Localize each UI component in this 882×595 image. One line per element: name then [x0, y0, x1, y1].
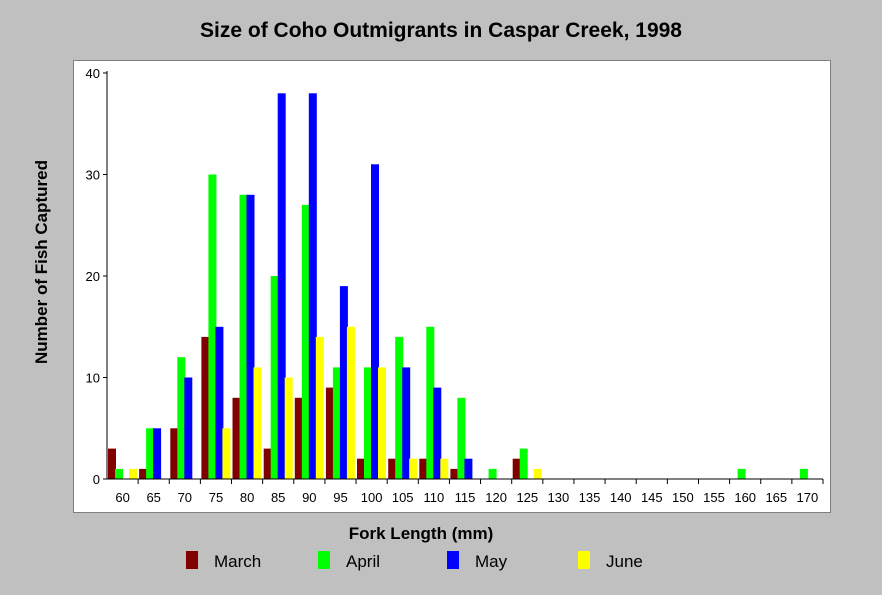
x-tick-label-60: 60: [115, 490, 129, 505]
bar-april-85: [270, 276, 279, 479]
bar-march-110: [419, 458, 428, 479]
bar-may-80: [246, 194, 255, 480]
x-tick-label-65: 65: [146, 490, 160, 505]
bar-march-65: [139, 468, 148, 480]
x-tick-label-95: 95: [333, 490, 347, 505]
y-tick-label-20: 20: [86, 269, 100, 284]
bar-may-105: [402, 367, 411, 480]
legend-label-june: June: [606, 552, 643, 571]
x-tick-label-150: 150: [672, 490, 694, 505]
x-tick-label-100: 100: [361, 490, 383, 505]
x-tick-label-70: 70: [178, 490, 192, 505]
legend-label-may: May: [475, 552, 508, 571]
bar-may-115: [464, 458, 473, 479]
bar-april-110: [426, 326, 435, 480]
legend-swatch-april: [318, 551, 330, 569]
bar-june-125: [533, 468, 542, 480]
x-tick-label-75: 75: [209, 490, 223, 505]
x-tick-label-140: 140: [610, 490, 632, 505]
legend-label-april: April: [346, 552, 381, 571]
bar-march-85: [263, 448, 272, 480]
y-axis-title: Number of Fish Captured: [32, 159, 51, 365]
bar-march-115: [450, 468, 459, 480]
bar-march-70: [170, 428, 179, 480]
bar-may-100: [371, 164, 379, 480]
x-tick-label-170: 170: [797, 490, 819, 505]
bar-june-95: [346, 326, 355, 480]
bar-march-80: [232, 397, 241, 479]
bar-june-60: [129, 468, 137, 480]
bar-april-105: [395, 336, 404, 479]
bar-april-120: [488, 468, 497, 480]
bar-april-90: [301, 204, 310, 479]
bar-may-110: [433, 387, 442, 479]
bar-march-60: [108, 448, 116, 480]
x-tick-label-105: 105: [392, 490, 414, 505]
bar-may-70: [184, 377, 193, 479]
bar-june-100: [378, 367, 386, 480]
legend-label-march: March: [214, 552, 262, 571]
bar-june-90: [315, 336, 324, 479]
x-tick-label-135: 135: [579, 490, 601, 505]
x-tick-label-85: 85: [271, 490, 285, 505]
bar-june-80: [253, 367, 262, 480]
x-tick-label-130: 130: [548, 490, 570, 505]
y-tick-label-30: 30: [86, 168, 100, 183]
bar-may-65: [153, 428, 162, 480]
bar-march-90: [294, 397, 303, 479]
x-tick-label-145: 145: [641, 490, 663, 505]
x-tick-label-165: 165: [765, 490, 787, 505]
x-tick-label-160: 160: [734, 490, 756, 505]
bar-april-80: [239, 194, 248, 480]
x-tick-label-120: 120: [485, 490, 507, 505]
chart-title: Size of Coho Outmigrants in Caspar Creek…: [200, 19, 682, 42]
legend-swatch-march: [186, 551, 198, 569]
bar-april-160: [737, 468, 746, 480]
bar-may-90: [308, 93, 317, 480]
y-tick-label-40: 40: [86, 66, 100, 81]
bar-march-95: [325, 387, 334, 479]
plot-area: [73, 60, 831, 513]
x-tick-label-125: 125: [516, 490, 538, 505]
bar-april-100: [364, 367, 372, 480]
x-tick-label-110: 110: [424, 490, 445, 505]
bar-april-60: [115, 468, 123, 480]
y-tick-label-0: 0: [93, 472, 100, 487]
bar-march-125: [512, 458, 521, 479]
bar-april-70: [177, 357, 186, 479]
bar-june-105: [409, 458, 418, 479]
bar-april-65: [146, 428, 155, 480]
x-tick-label-155: 155: [703, 490, 725, 505]
bar-april-170: [799, 468, 808, 480]
bar-may-75: [215, 326, 224, 480]
x-tick-label-115: 115: [455, 490, 476, 505]
legend-swatch-june: [578, 551, 590, 569]
x-tick-label-80: 80: [240, 490, 254, 505]
bar-april-75: [208, 174, 217, 479]
legend-swatch-may: [447, 551, 459, 569]
bar-april-115: [457, 397, 466, 479]
bar-may-95: [339, 286, 348, 479]
bar-april-125: [519, 448, 528, 480]
bar-june-110: [440, 458, 449, 479]
bar-march-105: [388, 458, 397, 479]
bar-march-75: [201, 336, 210, 479]
bar-june-85: [284, 377, 293, 479]
bar-april-95: [332, 367, 341, 480]
x-axis-title: Fork Length (mm): [348, 524, 494, 543]
bar-may-85: [277, 93, 286, 480]
bar-march-100: [357, 458, 365, 479]
y-tick-label-10: 10: [86, 371, 100, 386]
bar-june-75: [222, 428, 231, 480]
x-tick-label-90: 90: [302, 490, 316, 505]
